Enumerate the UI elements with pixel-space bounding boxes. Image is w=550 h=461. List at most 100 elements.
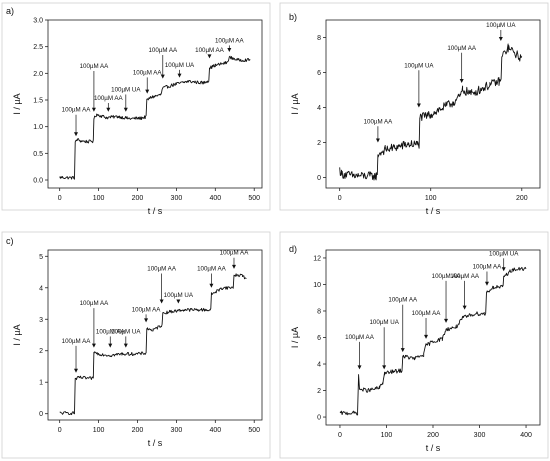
annotation-arrow-head <box>108 343 113 348</box>
y-tick-label: 2 <box>39 348 43 355</box>
annotation-arrow-head <box>462 305 467 310</box>
y-tick-label: 2.5 <box>33 44 43 51</box>
y-tick-label: 1 <box>39 380 43 387</box>
annotation-arrow-head <box>501 267 506 272</box>
annotation-label: 100µM UA <box>165 62 195 69</box>
annotation-label: 100µM AA <box>148 47 178 54</box>
annotation-arrow-head <box>227 48 232 52</box>
current-trace <box>59 273 247 416</box>
annotation-arrow-head <box>74 368 79 373</box>
annotation-label: 100µM AA <box>473 264 503 271</box>
annotation-label: 100µM AA <box>195 47 225 54</box>
y-tick-label: 8 <box>317 35 321 42</box>
panel-frame <box>279 231 549 459</box>
y-tick-label: 0 <box>39 411 43 418</box>
panel-label: c) <box>6 236 14 246</box>
x-tick-label: 400 <box>209 427 221 434</box>
annotation-label: 100µM AA <box>62 338 92 345</box>
x-axis-label: t / s <box>426 206 441 216</box>
y-tick-label: 4 <box>317 362 321 369</box>
annotation-label: 100µM AA <box>133 69 163 76</box>
x-tick-label: 200 <box>427 432 439 439</box>
annotation-label: 100µM AA <box>364 118 394 125</box>
current-trace <box>339 43 523 181</box>
y-tick-label: 5 <box>39 254 43 261</box>
y-tick-label: 6 <box>317 335 321 342</box>
x-axis-label: t / s <box>148 206 163 216</box>
y-tick-label: 6 <box>317 70 321 77</box>
annotation-label: 100µM AA <box>96 328 126 335</box>
y-tick-label: 1.5 <box>33 98 43 105</box>
x-tick-label: 500 <box>248 195 260 202</box>
y-tick-label: 3.0 <box>33 18 43 25</box>
annotation-label: 100µM AA <box>220 250 250 257</box>
annotation-label: 100µM AA <box>432 273 462 280</box>
x-tick-label: 100 <box>93 195 105 202</box>
current-trace <box>339 266 527 416</box>
y-tick-label: 0 <box>317 415 321 422</box>
annotation-arrow-head <box>123 343 128 348</box>
panel-d: d) 0 100 200 300 400 0 2 4 6 8 10 12 t / s I / µA 100µM… <box>279 231 549 459</box>
y-tick-label: 0 <box>317 175 321 182</box>
y-tick-label: 8 <box>317 308 321 315</box>
annotation-arrow-head <box>459 79 464 83</box>
y-axis-label: I / µA <box>12 93 22 114</box>
x-tick-label: 300 <box>171 195 183 202</box>
annotation-label: 100µM UA <box>111 86 141 93</box>
annotation-arrow-head <box>498 37 503 41</box>
y-tick-label: 2 <box>317 140 321 147</box>
annotation-arrow-head <box>357 365 362 370</box>
annotation-arrow-head <box>91 343 96 348</box>
x-tick-label: 0 <box>58 427 62 434</box>
annotation-arrow-head <box>176 299 181 304</box>
plot-area <box>325 19 541 189</box>
annotation-label: 100µM UA <box>404 62 434 69</box>
panel-label: b) <box>289 12 297 22</box>
annotation-arrow-head <box>106 107 111 112</box>
y-tick-label: 12 <box>313 255 321 262</box>
y-axis-label: I / µA <box>12 324 22 345</box>
annotation-arrow-head <box>74 132 79 137</box>
annotation-label: 100µM UA <box>486 22 516 29</box>
y-axis-label: I / µA <box>290 327 300 348</box>
panel-c: c) 0 100 200 300 400 500 0 1 2 3 4 5 t / s I / µA 100µM… <box>1 231 271 459</box>
annotation-label: 100µM AA <box>345 334 375 341</box>
x-tick-label: 0 <box>338 432 342 439</box>
x-tick-label: 300 <box>171 427 183 434</box>
x-tick-label: 500 <box>248 427 260 434</box>
panel-frame <box>1 231 271 459</box>
annotation-label: 100µM AA <box>80 300 110 307</box>
panel-frame <box>279 2 549 211</box>
y-tick-label: 2 <box>317 388 321 395</box>
annotation-label: 100µM AA <box>215 37 245 44</box>
panel-b: b) 0 100 200 0 2 4 6 8 t / s I / µA 100µM AA 100µM U… <box>279 2 549 216</box>
annotation-arrow-head <box>123 107 128 112</box>
annotation-label: 100µM UA <box>369 319 399 326</box>
x-axis-label: t / s <box>148 438 163 448</box>
annotation-arrow-head <box>416 103 421 108</box>
x-tick-label: 0 <box>58 195 62 202</box>
annotation-label: 100µM AA <box>147 265 177 272</box>
panel-a: a) 0 100 200 300 400 500 0.0 0.5 1.0 1.5 2.0 2.5 3.0 t… <box>1 2 271 216</box>
x-tick-label: 200 <box>516 195 528 202</box>
y-tick-label: 3 <box>39 317 43 324</box>
annotation-arrow-head <box>207 54 212 59</box>
annotation-label: 100µM AA <box>132 306 162 313</box>
annotation-label: 100µM AA <box>94 95 124 102</box>
x-tick-label: 100 <box>425 195 437 202</box>
panel-label: a) <box>6 6 14 16</box>
y-tick-label: 10 <box>313 282 321 289</box>
annotation-arrow-head <box>160 74 165 79</box>
annotation-label: 100µM AA <box>412 310 442 317</box>
annotation-label: 100µM AA <box>80 63 110 70</box>
x-tick-label: 100 <box>381 432 393 439</box>
panel-frame <box>1 2 271 211</box>
annotation-label: 100µM UA <box>111 328 141 335</box>
annotation-arrow-head <box>484 281 489 286</box>
y-tick-label: 2.0 <box>33 71 43 78</box>
annotation-arrow-head <box>91 107 96 112</box>
y-tick-label: 0.0 <box>33 178 43 185</box>
annotation-arrow-head <box>159 299 164 304</box>
y-axis-label: I / µA <box>290 93 300 114</box>
